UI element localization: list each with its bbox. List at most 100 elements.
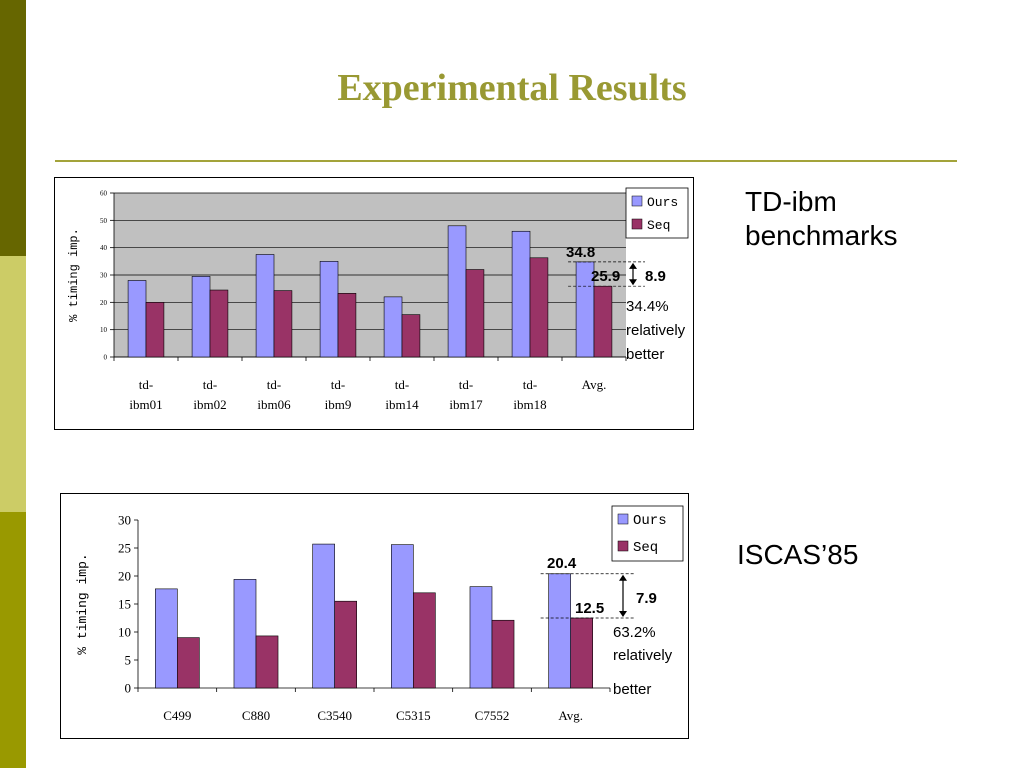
x-tick-label-line: td- — [459, 377, 473, 392]
x-tick-label-line: C880 — [242, 708, 270, 723]
y-tick-label: 50 — [100, 217, 108, 225]
y-tick-label: 15 — [118, 597, 131, 612]
bar-seq — [334, 600, 357, 689]
x-tick-label: td-ibm18 — [513, 377, 546, 412]
bar-seq — [255, 635, 279, 689]
y-tick-label: 0 — [125, 681, 132, 696]
annot-ours-avg-2: 20.4 — [547, 555, 577, 572]
x-tick-label-line: td- — [331, 377, 345, 392]
annot-note-2c: better — [613, 681, 652, 698]
annot-note-1b: relatively — [626, 322, 686, 339]
annot-note-1a: 34.4% — [626, 298, 669, 315]
y-tick-label: 20 — [100, 299, 108, 307]
bar-ours — [391, 544, 414, 689]
bar-seq — [177, 637, 200, 689]
annot-note-1c: better — [626, 346, 665, 363]
annot-seq-avg-1: 25.9 — [591, 268, 621, 285]
y-tick-label: 30 — [100, 271, 108, 279]
x-tick-label-line: C499 — [163, 708, 191, 723]
x-tick-label-line: td- — [203, 377, 217, 392]
y-tick-label: 60 — [100, 189, 108, 197]
bar-ours — [312, 543, 335, 689]
bar-ours — [233, 579, 257, 689]
x-tick-label-line: ibm9 — [325, 397, 352, 412]
x-tick-label: C5315 — [396, 708, 431, 723]
annot-ours-avg-1: 34.8 — [566, 244, 596, 261]
x-tick-label-line: ibm06 — [257, 397, 291, 412]
bar-seq — [337, 293, 357, 358]
label-td-ibm-benchmarks: TD-ibm benchmarks — [745, 185, 898, 252]
x-tick-label-line: td- — [139, 377, 153, 392]
legend-swatch-ours — [617, 513, 629, 525]
bar-ours — [511, 230, 531, 358]
x-tick-label: td-ibm06 — [257, 377, 291, 412]
x-tick-label: Avg. — [558, 708, 583, 723]
x-tick-label: C3540 — [317, 708, 352, 723]
y-tick-label: 25 — [118, 541, 131, 556]
x-tick-label: td-ibm01 — [129, 377, 162, 412]
y-tick-label: 20 — [118, 569, 131, 584]
bar-ours — [383, 296, 403, 358]
annot-note-2b: relatively — [613, 647, 673, 664]
diff-arrow-head-down — [619, 611, 627, 617]
bar-ours — [191, 276, 211, 358]
y-tick-label: 10 — [118, 625, 131, 640]
label-iscas85: ISCAS’85 — [737, 539, 859, 570]
diff-arrow-head-down — [629, 279, 637, 286]
x-tick-label-line: ibm18 — [513, 397, 546, 412]
x-tick-label: td-ibm14 — [385, 377, 419, 412]
sidebar-band-light — [0, 256, 26, 512]
bar-ours — [255, 254, 275, 358]
x-tick-label-line: td- — [395, 377, 409, 392]
label-td-ibm-line2: benchmarks — [745, 219, 898, 251]
bar-ours — [127, 280, 147, 358]
x-tick-label-line: ibm02 — [193, 397, 226, 412]
x-tick-label-line: ibm14 — [385, 397, 419, 412]
title-divider — [55, 160, 957, 162]
legend-swatch-seq — [617, 540, 629, 552]
bar-ours — [469, 586, 493, 689]
bar-seq — [570, 617, 593, 689]
chart-td-ibm-panel: 0 10 20 30 40 50 60 td-ibm01 td-ibm02 td-ibm06 td-… — [54, 177, 694, 430]
x-tick-label-line: Avg. — [558, 708, 583, 723]
y-axis-label: % timing imp. — [75, 553, 90, 654]
legend-label-seq: Seq — [633, 540, 658, 556]
annot-diff-1: 8.9 — [645, 268, 666, 285]
diff-arrow-head-up — [619, 574, 627, 581]
y-tick-label: 40 — [100, 244, 108, 252]
chart-iscas-panel: 0 5 10 15 20 25 30 C499 C880 C3540 C5315 C7552 Avg.%… — [60, 493, 689, 739]
y-tick-label: 5 — [125, 653, 132, 668]
bar-seq — [491, 619, 515, 689]
label-td-ibm-line1: TD-ibm — [745, 186, 837, 217]
annot-seq-avg-2: 12.5 — [575, 600, 605, 617]
bar-ours — [319, 261, 339, 358]
y-tick-label: 30 — [118, 513, 131, 528]
x-tick-label: C499 — [163, 708, 191, 723]
bar-seq — [593, 285, 613, 358]
x-tick-label-line: C7552 — [475, 708, 510, 723]
x-tick-label-line: Avg. — [582, 377, 607, 392]
bar-ours — [548, 573, 571, 689]
x-tick-label: Avg. — [582, 377, 607, 392]
legend-swatch-seq — [631, 218, 643, 230]
legend-label-ours: Ours — [633, 513, 667, 529]
bar-seq — [145, 302, 165, 358]
sidebar-band-mid — [0, 512, 26, 768]
chart-td-ibm: 0102030405060td-ibm01td-ibm02td-ibm06td-… — [67, 187, 689, 412]
x-tick-label: td-ibm17 — [449, 377, 483, 412]
x-tick-label-line: ibm17 — [449, 397, 483, 412]
legend-swatch-ours — [631, 195, 643, 207]
sidebar-band-dark — [0, 0, 26, 256]
bar-ours — [155, 588, 178, 689]
slide-title: Experimental Results — [337, 67, 687, 109]
bar-seq — [413, 592, 436, 689]
y-tick-label: 0 — [104, 353, 108, 361]
legend-label-ours: Ours — [647, 195, 678, 210]
y-tick-label: 10 — [100, 326, 108, 334]
bar-ours — [447, 225, 467, 358]
x-tick-label-line: td- — [267, 377, 281, 392]
bar-seq — [209, 289, 229, 358]
annot-note-2a: 63.2% — [613, 624, 656, 641]
y-axis-label: % timing imp. — [67, 228, 81, 322]
annot-diff-2: 7.9 — [636, 590, 657, 607]
